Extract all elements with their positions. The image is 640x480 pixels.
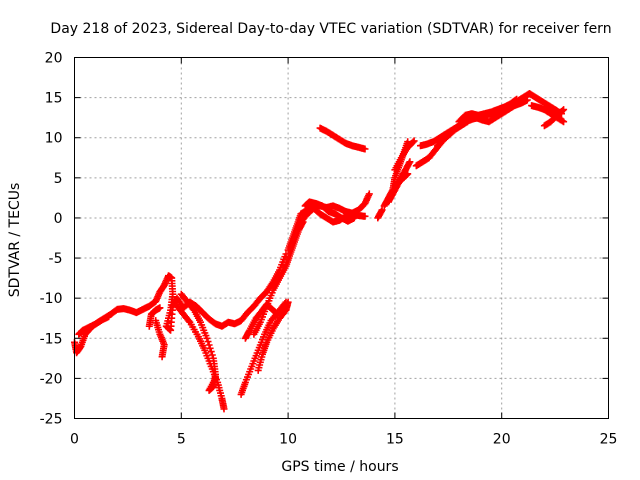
x-tick-label: 15 [386, 432, 404, 448]
data-point [365, 190, 373, 198]
data-point [404, 170, 412, 178]
data-point [208, 351, 216, 359]
data-point [410, 137, 418, 145]
data-point [560, 106, 568, 114]
tick-layer: 0 5 10 15 20 25 20 15 10 5 0 -5 -10 -15 -20 -25 [40, 51, 618, 448]
data-point [378, 206, 386, 214]
data-point [204, 338, 212, 346]
data-point [105, 313, 113, 321]
data-layer [71, 90, 568, 413]
data-point [156, 304, 164, 312]
data-point [206, 344, 214, 352]
plot-frame [74, 57, 609, 419]
y-tick-label: 0 [54, 211, 63, 227]
data-point [560, 118, 568, 126]
y-tick-label: 10 [45, 131, 63, 147]
data-point [523, 96, 531, 104]
y-tick-label: -5 [49, 251, 63, 267]
data-point [207, 348, 215, 356]
y-tick-label: -25 [40, 412, 63, 428]
data-point [203, 334, 211, 342]
data-point [284, 298, 292, 306]
y-tick-label: 15 [45, 91, 63, 107]
y-tick-label: -20 [40, 371, 63, 387]
data-point [559, 107, 567, 115]
data-point [513, 95, 521, 103]
data-point [158, 353, 166, 361]
grid-layer [74, 57, 609, 419]
data-point [212, 374, 219, 382]
x-tick-label: 10 [279, 432, 297, 448]
y-axis-label: SDTVAR / TECUs [7, 183, 23, 298]
data-point [406, 158, 414, 166]
y-tick-label: 20 [45, 51, 63, 67]
x-tick-label: 5 [177, 432, 186, 448]
data-point [361, 212, 369, 220]
x-tick-label: 25 [600, 432, 618, 448]
data-point [185, 317, 193, 325]
y-tick-label: 5 [54, 171, 63, 187]
y-tick-label: -15 [40, 331, 63, 347]
x-tick-label: 0 [70, 432, 79, 448]
y-tick-label: -10 [40, 291, 63, 307]
data-point [220, 405, 228, 413]
data-point [350, 214, 358, 222]
x-tick-label: 20 [493, 432, 511, 448]
data-point [205, 341, 213, 349]
x-axis-label: GPS time / hours [281, 459, 398, 475]
data-point [409, 138, 417, 146]
chart-title: Day 218 of 2023, Sidereal Day-to-day VTE… [50, 21, 611, 37]
data-point [361, 145, 369, 153]
